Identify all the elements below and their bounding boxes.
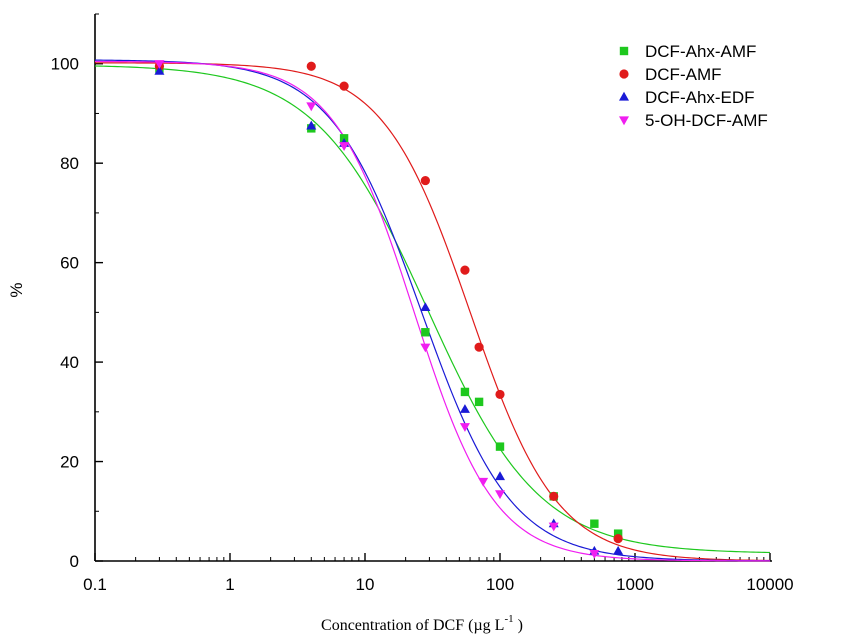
data-point-DCF-Ahx-AMF — [495, 442, 505, 451]
axes — [94, 14, 772, 562]
data-point-5-OH-DCF-AMF — [589, 549, 600, 559]
data-point-DCF-Ahx-EDF — [613, 545, 624, 555]
y-tick-label: 80 — [60, 154, 79, 173]
legend-marker — [619, 116, 629, 126]
data-point-DCF-Ahx-AMF — [421, 328, 430, 337]
legend-label: DCF-Ahx-EDF — [645, 88, 755, 107]
legend: DCF-Ahx-AMF DCF-AMF DCF-Ahx-EDF 5-OH-DCF-AM… — [619, 42, 768, 130]
data-point-5-OH-DCF-AMF — [339, 142, 350, 151]
data-point-5-OH-DCF-AMF — [420, 343, 431, 353]
y-tick-label: 60 — [60, 254, 79, 273]
data-point-DCF-AMF — [495, 389, 505, 400]
fit-curve-DCF-Ahx-AMF — [94, 65, 771, 554]
y-tick-label: 100 — [51, 55, 79, 74]
y-tick-label: 40 — [60, 353, 79, 372]
data-point-DCF-Ahx-EDF — [420, 302, 431, 311]
x-axis-label-superscript: -1 — [504, 613, 513, 625]
x-ticks: 0.1 1 10 100 1000 10000 — [83, 553, 794, 594]
fit-curve-5-OH-DCF-AMF — [94, 60, 771, 562]
fit-curves — [94, 59, 771, 562]
data-point-5-OH-DCF-AMF — [478, 477, 489, 487]
fit-curve-DCF-AMF — [94, 62, 771, 562]
fit-curve-DCF-Ahx-EDF — [94, 59, 771, 562]
legend-label: DCF-AMF — [645, 65, 721, 84]
x-tick-label: 100 — [486, 575, 514, 594]
x-tick-label: 1 — [225, 575, 234, 594]
data-point-DCF-AMF — [549, 491, 559, 501]
y-ticks: 0 20 40 60 80 100 — [51, 13, 103, 571]
data-point-5-OH-DCF-AMF — [459, 423, 470, 432]
x-tick-label: 10 — [356, 575, 375, 594]
data-point-DCF-Ahx-AMF — [613, 529, 623, 538]
data-point-DCF-Ahx-AMF — [460, 387, 470, 397]
data-points — [154, 60, 624, 559]
x-axis-label: Concentration of DCF (µg L-1 ) — [321, 613, 523, 634]
y-tick-label: 0 — [70, 552, 79, 571]
data-point-DCF-AMF — [306, 61, 316, 71]
data-point-DCF-Ahx-EDF — [459, 404, 470, 413]
x-tick-label: 0.1 — [83, 575, 107, 594]
x-axis-label-main: Concentration of DCF (µg L — [321, 617, 504, 634]
legend-marker — [619, 91, 629, 101]
data-point-DCF-AMF — [339, 81, 349, 91]
data-point-DCF-Ahx-AMF — [474, 397, 484, 407]
data-point-5-OH-DCF-AMF — [495, 490, 505, 500]
data-point-DCF-Ahx-EDF — [495, 471, 505, 481]
data-point-DCF-AMF — [460, 265, 470, 275]
legend-marker — [619, 69, 629, 79]
legend-marker — [619, 46, 629, 56]
y-axis-label: % — [7, 282, 26, 297]
y-tick-label: 20 — [60, 453, 79, 472]
legend-label: DCF-Ahx-AMF — [645, 42, 756, 61]
x-tick-label: 10000 — [746, 575, 793, 594]
data-point-DCF-AMF — [420, 175, 430, 186]
data-point-DCF-Ahx-EDF — [154, 65, 165, 75]
x-tick-label: 1000 — [616, 575, 654, 594]
data-point-DCF-AMF — [613, 534, 623, 544]
data-point-DCF-AMF — [474, 342, 484, 352]
data-point-5-OH-DCF-AMF — [154, 60, 165, 69]
data-point-DCF-Ahx-EDF — [306, 120, 317, 130]
legend-label: 5-OH-DCF-AMF — [645, 111, 768, 130]
data-point-5-OH-DCF-AMF — [306, 102, 317, 112]
data-point-DCF-Ahx-AMF — [590, 519, 599, 528]
data-point-5-OH-DCF-AMF — [548, 522, 559, 532]
x-axis-label-end: ) — [514, 617, 523, 634]
